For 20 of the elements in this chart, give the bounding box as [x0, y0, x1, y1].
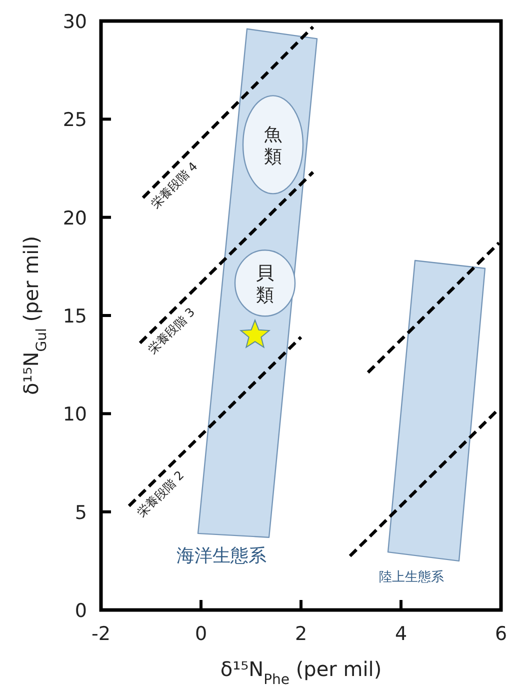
annotation: 魚類 [264, 124, 282, 168]
series-label: 海洋生態系 [176, 545, 267, 566]
y-tick-label: 10 [62, 404, 87, 426]
x-tick-label: 2 [294, 623, 308, 645]
y-tick-label: 15 [62, 306, 87, 328]
x-tick-label: -2 [92, 623, 110, 645]
annotation: 貝類 [256, 263, 274, 306]
y-tick-label: 25 [62, 109, 87, 132]
y-tick-label: 5 [74, 502, 87, 524]
x-tick-label: 4 [394, 623, 408, 645]
x-tick-label: 0 [194, 623, 208, 645]
text: 栄養段階 2 [134, 468, 187, 520]
x-axis-title: δ¹⁵N$_{Phe}$ (per mil) [220, 657, 382, 688]
y-tick-label: 20 [62, 207, 87, 230]
series-label: 陸上生態系 [379, 570, 444, 585]
y-tick-label: 0 [74, 600, 87, 622]
x-tick-label: 6 [494, 623, 507, 645]
y-tick-label: 30 [62, 11, 87, 33]
text: 栄養段階 4 [148, 159, 200, 212]
text: 栄養段階 3 [145, 304, 198, 357]
